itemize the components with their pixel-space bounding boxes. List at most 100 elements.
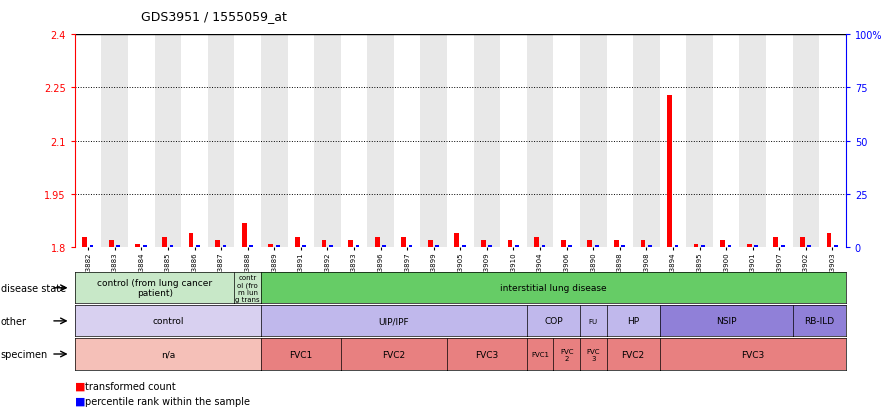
Bar bbox=[507, 241, 513, 248]
Bar bbox=[701, 246, 705, 248]
Text: FVC
2: FVC 2 bbox=[560, 348, 574, 361]
Bar bbox=[580, 35, 606, 248]
Bar bbox=[394, 35, 420, 248]
Bar bbox=[588, 241, 592, 248]
Bar bbox=[155, 35, 181, 248]
Bar bbox=[781, 246, 785, 248]
Bar bbox=[428, 241, 433, 248]
Text: COP: COP bbox=[544, 317, 563, 325]
Bar bbox=[287, 35, 315, 248]
Bar bbox=[728, 246, 731, 248]
Bar bbox=[382, 246, 386, 248]
Text: percentile rank within the sample: percentile rank within the sample bbox=[85, 396, 250, 406]
Bar bbox=[713, 35, 739, 248]
Text: FVC3: FVC3 bbox=[741, 350, 765, 358]
Text: FVC3: FVC3 bbox=[475, 350, 499, 358]
Bar bbox=[374, 237, 380, 248]
Bar bbox=[667, 95, 672, 248]
Bar bbox=[515, 246, 519, 248]
Text: contr
ol (fro
m lun
g trans: contr ol (fro m lun g trans bbox=[235, 274, 260, 302]
Text: GDS3951 / 1555059_at: GDS3951 / 1555059_at bbox=[141, 10, 287, 23]
Bar bbox=[826, 234, 832, 248]
Bar bbox=[693, 244, 699, 248]
Text: UIP/IPF: UIP/IPF bbox=[379, 317, 409, 325]
Bar bbox=[329, 246, 333, 248]
Bar bbox=[660, 35, 686, 248]
Text: transformed count: transformed count bbox=[85, 381, 176, 391]
Text: n/a: n/a bbox=[161, 350, 175, 358]
Text: control: control bbox=[152, 317, 183, 325]
Bar bbox=[648, 246, 652, 248]
Bar bbox=[834, 246, 838, 248]
Bar bbox=[481, 241, 485, 248]
Bar bbox=[223, 246, 226, 248]
Bar bbox=[754, 246, 758, 248]
Bar bbox=[409, 246, 412, 248]
Bar bbox=[348, 241, 353, 248]
Bar bbox=[101, 35, 128, 248]
Text: other: other bbox=[1, 316, 27, 326]
Text: specimen: specimen bbox=[1, 349, 48, 359]
Bar bbox=[621, 246, 626, 248]
Bar bbox=[739, 35, 766, 248]
Bar bbox=[614, 241, 618, 248]
Bar bbox=[606, 35, 633, 248]
Text: FVC2: FVC2 bbox=[382, 350, 405, 358]
Bar bbox=[322, 241, 326, 248]
Bar bbox=[500, 35, 527, 248]
Bar bbox=[675, 246, 678, 248]
Bar bbox=[534, 237, 539, 248]
Bar bbox=[162, 237, 167, 248]
Bar bbox=[561, 241, 566, 248]
Bar bbox=[136, 244, 140, 248]
Bar bbox=[402, 237, 406, 248]
Bar bbox=[542, 246, 545, 248]
Bar bbox=[181, 35, 208, 248]
Text: NSIP: NSIP bbox=[716, 317, 737, 325]
Bar bbox=[747, 244, 751, 248]
Bar bbox=[774, 237, 778, 248]
Text: control (from lung cancer
patient): control (from lung cancer patient) bbox=[97, 278, 212, 298]
Bar bbox=[109, 241, 114, 248]
Bar bbox=[633, 35, 660, 248]
Bar bbox=[808, 246, 811, 248]
Bar bbox=[800, 237, 805, 248]
Text: FVC
3: FVC 3 bbox=[587, 348, 600, 361]
Bar bbox=[116, 246, 120, 248]
Bar bbox=[90, 246, 93, 248]
Bar bbox=[241, 223, 247, 248]
Bar bbox=[341, 35, 367, 248]
Bar bbox=[269, 244, 273, 248]
Bar bbox=[793, 35, 819, 248]
Bar bbox=[488, 246, 492, 248]
Bar bbox=[527, 35, 553, 248]
Text: interstitial lung disease: interstitial lung disease bbox=[500, 284, 607, 292]
Bar bbox=[766, 35, 793, 248]
Bar bbox=[189, 234, 194, 248]
Text: FU: FU bbox=[589, 318, 598, 324]
Bar bbox=[249, 246, 253, 248]
Bar bbox=[276, 246, 279, 248]
Text: ■: ■ bbox=[75, 396, 85, 406]
Text: RB-ILD: RB-ILD bbox=[804, 317, 834, 325]
Bar bbox=[474, 35, 500, 248]
Bar bbox=[128, 35, 155, 248]
Bar bbox=[686, 35, 713, 248]
Bar bbox=[568, 246, 572, 248]
Text: FVC2: FVC2 bbox=[621, 350, 645, 358]
Bar bbox=[143, 246, 146, 248]
Bar bbox=[595, 246, 598, 248]
Bar bbox=[75, 35, 101, 248]
Bar bbox=[208, 35, 234, 248]
Bar bbox=[196, 246, 200, 248]
Text: FVC1: FVC1 bbox=[531, 351, 549, 357]
Bar bbox=[553, 35, 580, 248]
Bar bbox=[447, 35, 474, 248]
Bar bbox=[721, 241, 725, 248]
Bar bbox=[215, 241, 220, 248]
Bar bbox=[435, 246, 439, 248]
Bar bbox=[367, 35, 394, 248]
Text: HP: HP bbox=[627, 317, 640, 325]
Bar bbox=[234, 35, 261, 248]
Bar bbox=[169, 246, 174, 248]
